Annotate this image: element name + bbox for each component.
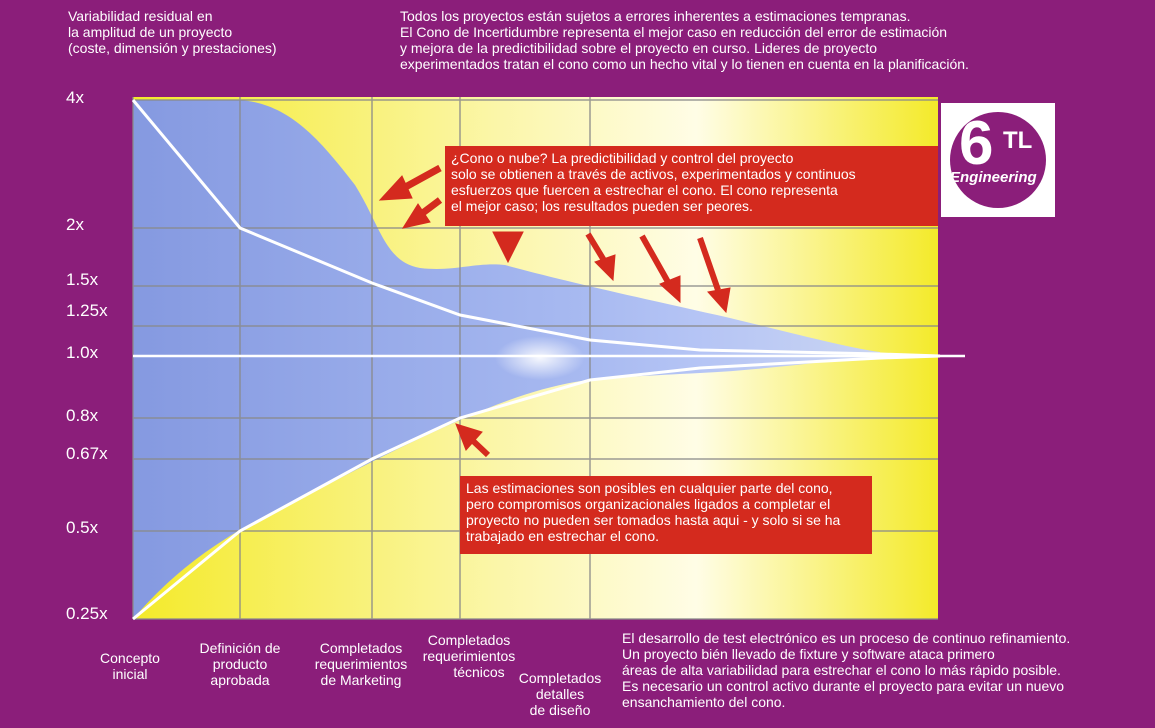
red-arrows [378, 164, 731, 458]
logo-circle [950, 112, 1046, 208]
y-tick-label: 1.0x [66, 343, 99, 362]
red-arrow [639, 234, 681, 304]
phase-label-line: Completados [427, 632, 511, 648]
logo-6tl-engineering: 6 TL Engineering [941, 103, 1055, 217]
estimate-note-line: proyecto no pueden ser tomados hasta aqu… [466, 512, 841, 528]
phase-label-line: requerimientos [314, 656, 408, 672]
phase-label-line: Concepto [100, 650, 160, 666]
phase-label-concepto: Concepto inicial [90, 650, 170, 682]
phase-label-definicion: Definición de producto aprobada [185, 640, 295, 688]
phase-label-line: requerimientos [422, 648, 516, 664]
footer-line: ensanchamiento del cono. [622, 694, 786, 710]
phase-label-line: detalles [535, 686, 585, 702]
phase-label-marketing: Completados requerimientos de Marketing [302, 640, 420, 688]
logo-letters: TL [1003, 127, 1033, 154]
phase-label-diseno: Completados detalles de diseño [510, 670, 610, 718]
intro-text: Todos los proyectos están sujetos a erro… [400, 8, 1100, 72]
cloud-note-line: el mejor caso; los resultados pueden ser… [451, 198, 753, 214]
logo-word: Engineering [950, 169, 1037, 186]
cloud-glow [495, 336, 585, 380]
red-arrow [585, 232, 616, 282]
phase-label-line: de Marketing [320, 672, 402, 688]
footer-line: El desarrollo de test electrónico es un … [622, 630, 1071, 646]
cloud-note: ¿Cono o nube? La predictibilidad y contr… [445, 146, 938, 226]
lower-cone-line [132, 354, 941, 621]
y-tick-label: 0.5x [66, 518, 99, 537]
y-axis-title-line: Variabilidad residual en [68, 8, 213, 24]
phase-label-line: Definición de [199, 640, 281, 656]
footer-text: El desarrollo de test electrónico es un … [622, 630, 1152, 710]
phase-label-line: técnicos [453, 664, 505, 680]
estimate-note-line: pero compromisos organizacionales ligado… [466, 496, 831, 512]
phase-label-line: producto [212, 656, 268, 672]
y-tick-label: 4x [66, 88, 84, 107]
upper-cone-line [131, 99, 941, 358]
cloud-note-line: ¿Cono o nube? La predictibilidad y contr… [451, 150, 794, 166]
y-tick-label: 0.25x [66, 604, 108, 623]
red-arrow [401, 197, 443, 229]
footer-line: Es necesario un control activo durante e… [622, 678, 1065, 694]
cloud-note-line: solo se obtienen a través de activos, ex… [451, 166, 856, 182]
red-arrow [455, 423, 491, 458]
footer-line: Un proyecto bién llevado de fixture y so… [622, 646, 995, 662]
red-arrow [378, 164, 442, 201]
y-tick-label: 2x [66, 215, 84, 234]
cloud-note-line: esfuerzos que fuercen a estrechar el con… [451, 182, 838, 198]
phase-label-line: inicial [112, 666, 148, 682]
y-tick-label: 0.67x [66, 444, 108, 463]
red-arrow [492, 231, 524, 264]
red-arrow [697, 237, 731, 314]
logo-number: 6 [959, 109, 994, 178]
phase-label-line: Completados [319, 640, 403, 656]
phase-label-tecnicos: Completados requerimientos técnicos [408, 632, 530, 680]
intro-line: y mejora de la predictibilidad sobre el … [400, 40, 878, 56]
phase-label-line: de diseño [529, 702, 591, 718]
estimate-note-line: trabajado en estrechar el cono. [466, 528, 660, 544]
y-tick-label: 1.25x [66, 301, 108, 320]
intro-line: El Cono de Incertidumbre representa el m… [400, 24, 948, 40]
y-axis-title: Variabilidad residual en la amplitud de … [68, 8, 328, 56]
phase-label-line: aprobada [210, 672, 270, 688]
footer-line: áreas de alta variabilidad para estrecha… [622, 662, 1061, 678]
y-axis-title-line: la amplitud de un proyecto [68, 24, 233, 40]
intro-line: Todos los proyectos están sujetos a erro… [400, 8, 911, 24]
y-tick-label: 1.5x [66, 270, 99, 289]
phase-label-line: Completados [518, 670, 602, 686]
estimate-note-line: Las estimaciones son posibles en cualqui… [466, 480, 833, 496]
intro-line: experimentados tratan el cono como un he… [400, 56, 969, 72]
estimate-note: Las estimaciones son posibles en cualqui… [460, 476, 872, 554]
y-axis-title-line: (coste, dimensión y prestaciones) [68, 40, 277, 56]
y-tick-label: 0.8x [66, 406, 99, 425]
